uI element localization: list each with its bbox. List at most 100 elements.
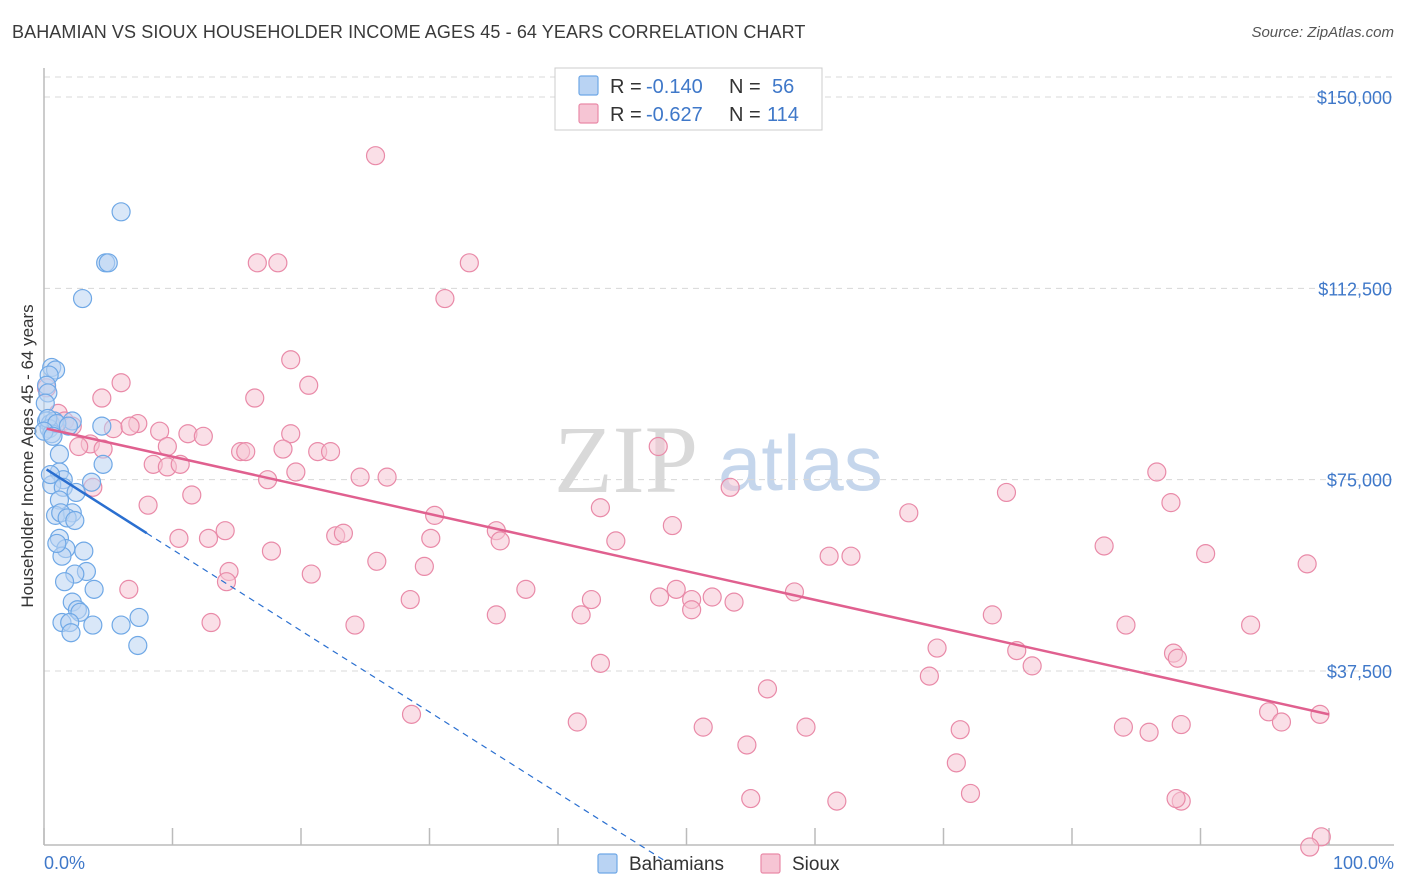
- sioux-point: [1196, 544, 1216, 564]
- legend-swatch-bahamians: [578, 75, 599, 96]
- sioux-point: [273, 439, 293, 459]
- sioux-point: [1310, 704, 1330, 724]
- sioux-point: [486, 605, 506, 625]
- sioux-point: [333, 523, 354, 543]
- legend-n-value-sioux: 114: [767, 104, 799, 126]
- sioux-point: [1167, 648, 1187, 668]
- sioux-point: [350, 467, 370, 487]
- legend-frame: [554, 67, 823, 131]
- sioux-point: [401, 704, 422, 724]
- sioux-point: [119, 579, 139, 599]
- bottom-legend-sioux: Sioux: [792, 854, 840, 875]
- legend-n-label-bahamians: N =: [729, 76, 761, 98]
- sioux-point: [459, 253, 479, 273]
- sioux-point: [193, 426, 213, 446]
- bahamian-point: [128, 635, 148, 656]
- sioux-point: [741, 788, 761, 809]
- sioux-point: [1113, 717, 1134, 737]
- sioux-point: [737, 735, 757, 755]
- axes: [43, 68, 1394, 846]
- sioux-point: [982, 605, 1002, 625]
- sioux-point: [606, 531, 626, 551]
- sioux-point: [1300, 837, 1320, 857]
- sioux-point: [111, 373, 131, 393]
- sioux-point: [1022, 656, 1042, 676]
- trendlines: [45, 427, 1330, 863]
- legend-r-label-sioux: R =: [610, 104, 642, 126]
- bahamian-point: [93, 454, 113, 474]
- legend-r-value-bahamians: -0.140: [646, 76, 703, 98]
- bahamian-point: [83, 615, 103, 635]
- bahamian-point: [111, 615, 131, 635]
- sioux-point: [69, 436, 89, 457]
- legend-r-value-sioux: -0.627: [646, 104, 703, 126]
- y-axis-label: Householder Income Ages 45 - 64 years: [18, 304, 37, 607]
- sioux-trendline: [46, 427, 1330, 716]
- sioux-point: [120, 416, 140, 436]
- sioux-point: [1166, 788, 1186, 809]
- sioux-point: [281, 350, 301, 370]
- sioux-point: [245, 388, 265, 408]
- sioux-point: [1171, 714, 1191, 735]
- sioux-point: [414, 556, 434, 577]
- x-tick-label-max: 100.0%: [1333, 853, 1394, 873]
- bottom-legend: Bahamians Sioux: [597, 853, 840, 875]
- source-label: Source: ZipAtlas.com: [1251, 24, 1394, 41]
- sioux-point: [261, 541, 282, 561]
- sioux-point: [1139, 722, 1159, 742]
- bahamian-point: [66, 482, 86, 503]
- sioux-point: [662, 515, 682, 536]
- sioux-point: [215, 521, 235, 541]
- sioux-point: [796, 717, 816, 737]
- bahamian-point: [54, 572, 75, 592]
- sioux-point: [247, 253, 267, 273]
- sioux-point: [150, 421, 170, 441]
- bahamian-point: [129, 607, 149, 628]
- watermark-zip: ZIP: [554, 406, 698, 513]
- sioux-point: [899, 503, 919, 523]
- bahamian-point: [92, 416, 112, 436]
- sioux-point: [960, 783, 981, 804]
- sioux-point: [198, 528, 219, 548]
- legend-r-label-bahamians: R =: [610, 76, 642, 98]
- bahamian-trendline: [45, 468, 148, 535]
- sioux-point: [682, 600, 702, 620]
- sioux-point: [724, 592, 744, 612]
- y-tick-label: $37,500: [1327, 662, 1392, 682]
- sioux-point: [92, 388, 112, 408]
- sioux-point: [666, 579, 686, 599]
- sioux-point: [138, 495, 158, 515]
- sioux-point: [421, 528, 441, 548]
- sioux-point: [490, 531, 510, 551]
- sioux-point: [435, 288, 455, 309]
- sioux-point: [648, 436, 668, 457]
- sioux-point: [365, 146, 386, 166]
- sioux-point: [157, 436, 177, 457]
- sioux-point: [268, 253, 288, 273]
- sioux-point: [581, 589, 602, 610]
- sioux-points: [36, 146, 1331, 857]
- bahamian-point: [72, 288, 93, 309]
- bahamian-point: [47, 533, 67, 554]
- sioux-point: [702, 587, 722, 607]
- y-tick-label: $112,500: [1318, 279, 1392, 299]
- gridlines: [44, 76, 1394, 672]
- sioux-point: [400, 589, 420, 610]
- sioux-point: [1259, 702, 1279, 722]
- sioux-point: [1116, 615, 1136, 635]
- y-tick-label: $150,000: [1317, 88, 1392, 108]
- sioux-point: [590, 653, 611, 673]
- sioux-point: [182, 485, 202, 505]
- sioux-point: [516, 579, 536, 599]
- sioux-point: [946, 753, 966, 773]
- bottom-legend-bahamians: Bahamians: [629, 854, 724, 875]
- bahamian-point: [111, 202, 131, 222]
- sioux-point: [784, 582, 805, 602]
- x-ticks: [43, 828, 1330, 845]
- sioux-point: [919, 666, 939, 686]
- sioux-point: [1161, 493, 1181, 513]
- sioux-point: [201, 612, 221, 633]
- y-tick-label: $75,000: [1327, 471, 1392, 491]
- sioux-point: [649, 587, 670, 607]
